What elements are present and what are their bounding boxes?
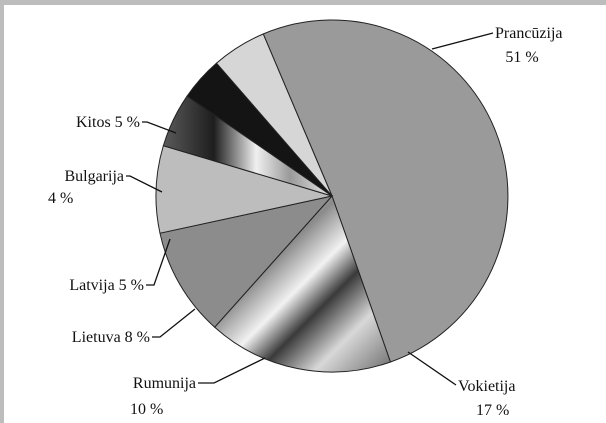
label-latvija: Latvija 5 % [69,277,144,294]
slice-rumunija [159,195,334,328]
label-prancuzija: Prancūzija [495,25,563,42]
label-rumunija: Rumunija [133,375,196,392]
slice-kitos [215,33,333,197]
frame-top-border [0,0,606,5]
slice-prancuzija [262,19,509,363]
label-bulgarija: Bulgarija [64,168,124,185]
leader-rumunija [198,357,266,384]
leader-prancuzija [431,32,494,50]
leader-kitos [142,121,177,134]
pct-rumunija: 10 % [130,401,163,418]
pct-bulgarija: 4 % [48,190,73,207]
leader-bulgarija [126,175,163,193]
pie-slices [155,19,509,373]
leader-lines [126,32,494,386]
label-kitos: Kitos 5 % [76,114,140,131]
frame-left-border [0,0,4,423]
label-lietuva: Lietuva 8 % [72,329,150,346]
leader-latvija [146,238,171,286]
pct-prancuzija: 51 % [505,49,538,66]
leader-vokietija [407,351,457,386]
pct-vokietija: 17 % [476,402,509,419]
leader-lietuva [152,308,196,338]
label-vokietija: Vokietija [458,378,515,395]
slice-vokietija [213,195,392,373]
